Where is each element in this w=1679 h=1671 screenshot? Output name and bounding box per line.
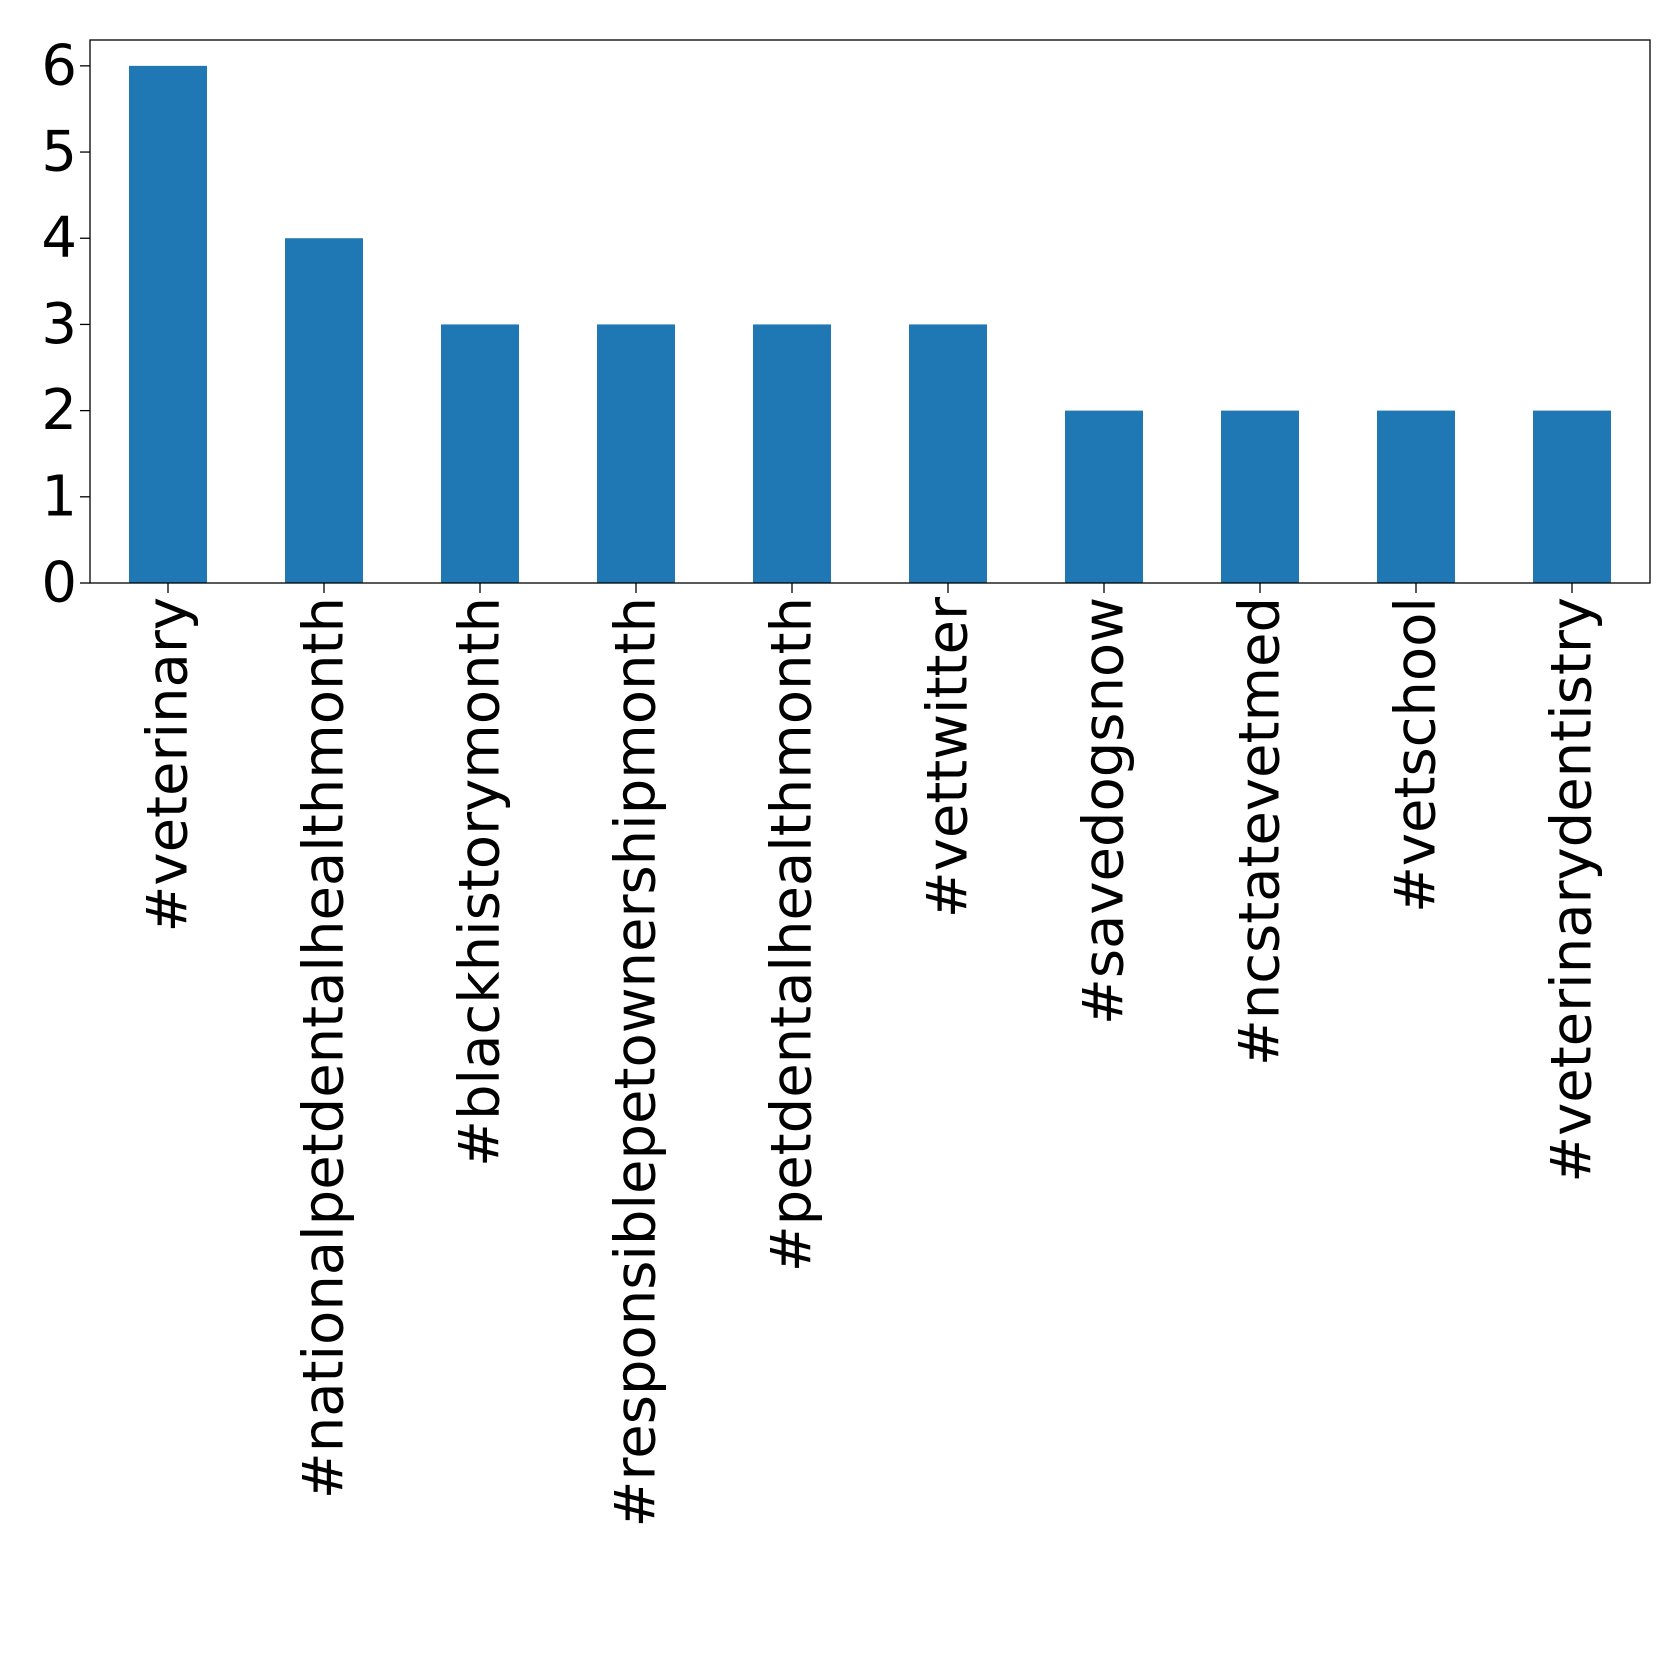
y-tick-label: 1 [41,464,77,529]
x-tick-label: #veterinarydentistry [1540,597,1605,1183]
bar-blackhistorymonth [441,324,519,583]
x-tick-label: #petdentalhealthmonth [760,597,825,1272]
bar-responsiblepetownershipmonth [597,324,675,583]
y-tick-label: 4 [41,206,77,271]
bar-veterinary [129,65,207,584]
x-tick-label: #blackhistorymonth [448,597,513,1167]
x-axis: #veterinary #nationalpetdentalhealthmonth… [136,583,1605,1527]
bar-nationalpetdentalhealthmonth [285,238,363,583]
y-axis: 0 1 2 3 4 5 6 [41,33,90,616]
bar-savedogsnow [1065,410,1143,583]
y-tick-label: 6 [41,33,77,98]
x-tick-label: #ncstatevetmed [1228,597,1293,1066]
bar-vettwitter [909,324,987,583]
bar-ncstatevetmed [1221,410,1299,583]
bar-petdentalhealthmonth [753,324,831,583]
y-tick-label: 5 [41,120,77,185]
x-tick-label: #nationalpetdentalhealthmonth [292,597,357,1499]
y-tick-label: 3 [41,292,77,357]
plot-frame [89,39,1651,584]
x-tick-label: #responsiblepetownershipmonth [604,597,669,1527]
x-tick-label: #vetschool [1384,597,1449,913]
x-tick-label: #veterinary [136,597,201,932]
bar-vetschool [1377,410,1455,583]
x-tick-label: #savedogsnow [1072,597,1137,1025]
y-tick-label: 2 [41,378,77,443]
bars-layer [129,65,1611,584]
bar-veterinarydentistry [1533,410,1611,583]
x-tick-label: #vettwitter [916,596,981,918]
y-tick-label: 0 [41,551,77,616]
